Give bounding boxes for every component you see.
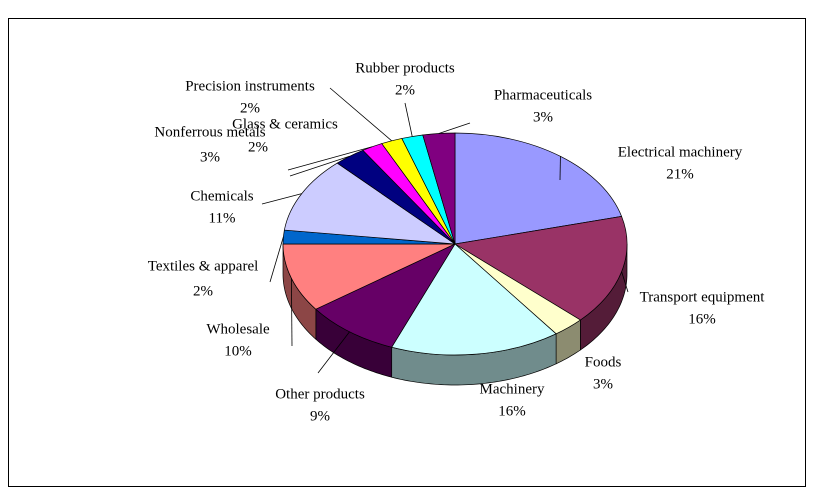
slice: [422, 132, 456, 245]
leader-line: [317, 331, 350, 374]
category-label: Other products: [275, 386, 365, 402]
category-label: Foods: [585, 354, 622, 370]
value-label: 21%: [666, 166, 694, 182]
slice: [283, 162, 457, 245]
category-label: Electrical machinery: [618, 144, 743, 160]
value-label: 2%: [248, 139, 268, 155]
slice: [391, 243, 557, 356]
value-label: 11%: [209, 210, 236, 226]
value-label: 3%: [533, 109, 553, 125]
value-label: 3%: [593, 376, 613, 392]
leader-line: [621, 271, 629, 293]
value-label: 3%: [200, 149, 220, 165]
value-label: 16%: [688, 311, 716, 327]
category-label: Rubber products: [355, 60, 455, 76]
value-label: 9%: [310, 408, 330, 424]
category-label: Wholesale: [206, 321, 270, 337]
category-label: Nonferrous metals: [154, 124, 265, 140]
value-label: 2%: [240, 100, 260, 116]
value-label: 2%: [395, 82, 415, 98]
leader-line: [289, 155, 350, 177]
leader-line: [438, 122, 471, 134]
leader-line: [269, 236, 284, 283]
leader-line: [261, 193, 302, 205]
slice: [454, 216, 628, 321]
category-label: Machinery: [480, 381, 545, 397]
leader-line: [291, 278, 293, 347]
value-label: 16%: [498, 403, 526, 419]
leader-line: [404, 102, 413, 137]
leader-line: [329, 87, 392, 142]
category-label: Chemicals: [190, 188, 253, 204]
category-label: Transport equipment: [640, 289, 766, 305]
slice: [315, 243, 456, 348]
category-label: Precision instruments: [185, 78, 315, 94]
slice: [282, 243, 456, 310]
value-label: 10%: [224, 343, 252, 359]
category-label: Glass & ceramics: [232, 116, 338, 132]
category-label: Textiles & apparel: [148, 258, 259, 274]
leader-line: [287, 146, 373, 171]
value-label: 2%: [193, 283, 213, 299]
category-label: Pharmaceuticals: [494, 87, 592, 103]
